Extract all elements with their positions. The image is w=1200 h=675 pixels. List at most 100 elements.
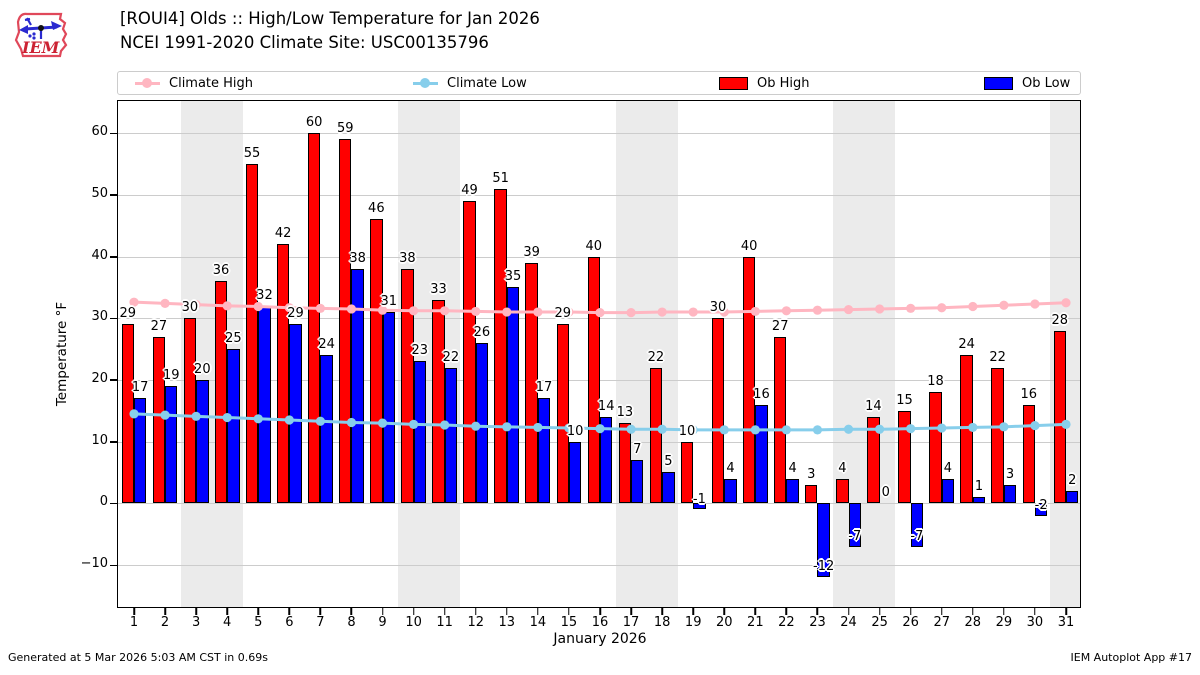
bar-value-label: 40 [585,238,603,254]
x-tick-label: 12 [467,615,485,630]
ob-high-bar [774,336,787,504]
x-tick-label: 14 [529,615,547,630]
ob-low-bar [817,503,830,578]
bar-value-label: 46 [368,201,385,217]
x-tick-label: 21 [747,615,764,630]
ob-low-bar [475,342,489,504]
bar-value-label: 27 [150,318,168,334]
ob-low-bar [382,312,395,504]
y-tick [110,194,117,196]
climate-high-marker [999,300,1009,310]
bar-value-label: 4 [726,460,735,476]
x-tick [754,608,757,615]
x-tick-label: 28 [964,615,982,630]
bar-value-label: 28 [1051,312,1069,328]
climate-high-marker [812,305,823,315]
y-tick-label: 50 [91,185,108,201]
bar-value-label: 59 [336,121,354,137]
ob-low-bar [196,379,209,504]
ob-high-bar [991,367,1004,504]
y-tick-label: 0 [99,494,108,510]
x-tick-label: 11 [436,615,453,630]
ob-high-bar [183,318,197,504]
ob-high-bar [401,268,414,504]
bar-value-label: 1 [974,479,984,495]
ob-high-bar [245,163,259,504]
climate-high-marker [1030,299,1040,309]
bar-value-label: 39 [523,244,540,260]
bar-value-label: -1 [692,491,706,507]
bar-value-label: 51 [492,170,509,186]
x-tick [661,608,663,615]
ob-low-bar [786,478,799,504]
bar-value-label: 55 [243,145,261,161]
x-tick [133,608,135,615]
ob-high-bar [680,441,694,504]
ob-high-bar [649,367,663,504]
ob-low-bar [320,355,333,504]
x-tick-label: 3 [191,615,201,630]
legend-item-climate-high: Climate High [135,72,253,94]
y-tick [110,256,117,258]
ob-low-bar [724,478,737,504]
ob-low-bar [848,503,861,547]
bar-value-label: 49 [461,182,478,198]
x-tick [412,608,415,615]
x-tick-label: 5 [254,615,263,630]
ob-high-bar [805,484,818,504]
bar-value-label: 10 [566,423,584,439]
bar-value-label: 3 [807,466,816,482]
bar-value-label: -7 [910,528,924,544]
legend-label: Climate Low [447,75,527,91]
x-tick [350,608,353,615]
ob-low-bar [506,287,520,504]
bar-value-label: 0 [881,485,890,501]
x-tick-label: 1 [129,615,139,630]
bar-value-label: 4 [788,460,797,476]
y-tick [110,502,117,505]
bar-value-label: 17 [535,380,553,396]
x-tick-label: 24 [840,615,857,630]
bar-value-label: 25 [225,331,242,347]
ob-low-bar [258,305,271,504]
x-tick-label: 7 [316,615,325,630]
ob-low-bar [289,324,302,504]
ob-low-bar [444,367,458,504]
x-tick [1034,608,1036,615]
y-tick-label: −10 [80,556,108,572]
x-tick-label: 22 [778,615,795,630]
ob-high-bar [867,416,880,504]
ob-high-bar [1053,330,1066,504]
y-tick [110,379,117,381]
climate-high-marker [906,303,916,313]
iem-logo-text: IEM [21,38,61,57]
x-tick [630,608,632,615]
bar-value-label: 38 [399,250,416,266]
x-tick-label: 4 [223,615,232,630]
climate-high-marker [937,303,947,313]
y-tick [110,564,117,567]
ob-low-bar [537,398,551,504]
x-tick-label: 19 [684,615,702,630]
ob-high-bar [214,281,228,504]
legend-label: Climate High [169,75,254,91]
bar-value-label: 33 [430,281,447,297]
x-tick [319,608,322,615]
bar-value-label: 19 [162,368,180,384]
ob-low-bar [755,404,768,504]
x-tick [878,608,881,615]
legend-label: Ob High [757,75,810,91]
ob-low-bar [1066,490,1079,504]
ob-high-bar [618,423,632,504]
ob-high-bar [308,133,321,504]
ob-high-bar [276,244,290,504]
bar-value-label: 32 [256,287,273,303]
legend-item-ob-high: Ob High [719,72,810,94]
legend-swatch [719,76,748,90]
climate-high-line [133,300,1067,315]
y-tick-label: 10 [91,432,108,448]
ob-low-bar [910,503,924,547]
ob-low-bar [227,349,240,504]
bar-value-label: -2 [1034,497,1048,513]
chart-legend: Climate High Climate Low Ob High Ob Low [117,71,1081,95]
